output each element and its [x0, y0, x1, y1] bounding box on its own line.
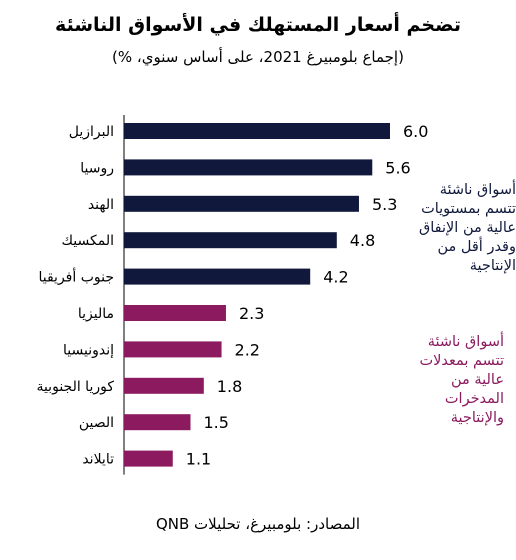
category-label: ماليزيا	[78, 306, 114, 322]
bar	[124, 450, 173, 467]
category-label: روسيا	[80, 160, 114, 176]
bar-value-label: 4.2	[323, 268, 348, 287]
bar-value-label: 1.5	[204, 413, 229, 432]
category-label: تايلاند	[82, 452, 114, 468]
chart-subtitle: (إجماع بلومبيرغ 2021، على أساس سنوي، %)	[112, 48, 404, 66]
bar-value-label: 1.8	[217, 377, 242, 396]
annotation-high-savings: أسواق ناشئة تتسم بمعدلات عالية من المدخر…	[419, 334, 504, 426]
category-label: جنوب أفريقيا	[38, 268, 114, 286]
bar	[124, 341, 222, 358]
bar	[124, 159, 373, 176]
bar	[124, 377, 204, 394]
bar-value-label: 4.8	[350, 231, 375, 250]
category-label: الصين	[79, 415, 114, 431]
bar-value-label: 2.3	[239, 304, 264, 323]
bar-value-label: 5.6	[385, 158, 410, 177]
category-label: كوريا الجنوبية	[36, 379, 114, 395]
bar	[124, 123, 390, 139]
category-label: الهند	[88, 197, 114, 213]
bar	[124, 268, 311, 285]
bar	[124, 305, 226, 321]
category-label: البرازيل	[69, 124, 114, 140]
chart-title: تضخم أسعار المستهلك في الأسواق الناشئة	[55, 14, 461, 36]
bar	[124, 232, 337, 249]
annotation-high-spending: أسواق ناشئة تتسم بمستويات عالية من الإنف…	[419, 182, 516, 274]
source-note: المصادر: بلومبيرغ، تحليلات QNB	[155, 515, 361, 533]
bar-value-label: 2.2	[235, 340, 260, 359]
bar	[124, 195, 359, 212]
bar-value-label: 5.3	[372, 195, 397, 214]
bar	[124, 414, 191, 431]
bar-value-label: 6.0	[403, 122, 428, 141]
category-label: المكسيك	[62, 233, 115, 249]
category-label: إندونيسيا	[63, 342, 114, 358]
bar-value-label: 1.1	[186, 450, 211, 469]
